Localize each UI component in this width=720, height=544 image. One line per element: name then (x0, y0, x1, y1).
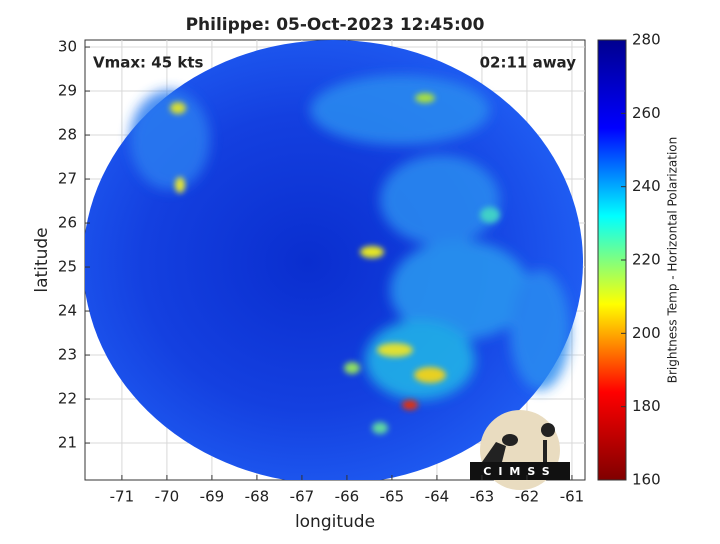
swath (85, 40, 583, 480)
y-tick-label: 25 (58, 258, 77, 276)
y-tick-label: 26 (58, 214, 77, 232)
y-tick-label: 30 (58, 38, 77, 56)
x-tick-label: -66 (335, 488, 360, 506)
colorbar-tick-label: 260 (632, 104, 661, 122)
x-tick-label: -65 (380, 488, 405, 506)
x-tick-label: -69 (200, 488, 225, 506)
x-tick-label: -61 (560, 488, 585, 506)
annotation: 02:11 away (480, 54, 577, 72)
x-axis-label: longitude (295, 512, 375, 532)
y-tick-label: 21 (58, 434, 77, 452)
y-tick-label: 28 (58, 126, 77, 144)
y-axis-label: latitude (32, 227, 52, 292)
colorbar-tick-label: 220 (632, 251, 661, 269)
y-tick-label: 22 (58, 390, 77, 408)
colorbar-tick-label: 160 (632, 471, 661, 489)
x-tick-label: -68 (245, 488, 270, 506)
x-tick-label: -71 (110, 488, 135, 506)
y-tick-label: 23 (58, 346, 77, 364)
annotation: Vmax: 45 kts (93, 54, 203, 72)
x-tick-label: -64 (425, 488, 450, 506)
y-tick-label: 24 (58, 302, 77, 320)
x-tick-label: -62 (515, 488, 540, 506)
colorbar-tick-label: 200 (632, 324, 661, 342)
colorbar-label: Brightness Temp - Horizontal Polarizatio… (666, 137, 680, 384)
logo: CIMSS (470, 410, 570, 490)
colorbar-tick-label: 240 (632, 177, 661, 195)
colorbar-tick-label: 280 (632, 31, 661, 49)
chart-title: Philippe: 05-Oct-2023 12:45:00 (186, 15, 485, 35)
x-tick-label: -67 (290, 488, 315, 506)
colorbar-tick-label: 180 (632, 397, 661, 415)
x-tick-label: -70 (155, 488, 180, 506)
x-tick-label: -63 (470, 488, 495, 506)
y-tick-label: 27 (58, 170, 77, 188)
logo-text: CIMSS (483, 465, 556, 478)
y-tick-label: 29 (58, 82, 77, 100)
